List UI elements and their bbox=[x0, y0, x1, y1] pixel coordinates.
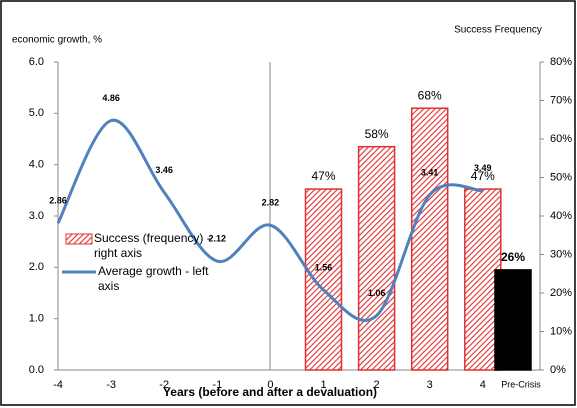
bar bbox=[304, 188, 343, 371]
bar-value-label: 68% bbox=[418, 88, 442, 102]
y2-axis-label: Success Frequency bbox=[454, 25, 542, 36]
bar-value-label: 47% bbox=[471, 169, 495, 183]
bar-value-label: 26% bbox=[501, 250, 525, 264]
x-tick-label: -4 bbox=[53, 379, 63, 391]
y-tick-label: 3.0 bbox=[29, 210, 44, 222]
x-tick-label: 2 bbox=[374, 379, 380, 391]
bar bbox=[357, 145, 396, 371]
y-tick-label: 2.0 bbox=[29, 261, 44, 273]
y-tick-label: 6.0 bbox=[29, 56, 44, 68]
y2-tick-label: 80% bbox=[550, 56, 572, 68]
x-tick-label: -3 bbox=[106, 379, 116, 391]
x-tick-label: 4 bbox=[480, 379, 486, 391]
x-tick-label: -1 bbox=[212, 379, 222, 391]
line-value-label: 3.49 bbox=[474, 163, 492, 173]
y-tick-label: 1.0 bbox=[29, 313, 44, 325]
x-axis-label: Years (before and after a devaluation) bbox=[163, 385, 377, 399]
bar bbox=[494, 269, 532, 371]
y2-tick-label: 10% bbox=[550, 325, 572, 337]
legend-label: Success (frequency) - right axis bbox=[94, 231, 211, 260]
line-value-label: 2.86 bbox=[49, 196, 67, 206]
bar bbox=[410, 107, 449, 371]
bar-value-label: 47% bbox=[311, 169, 335, 183]
line-value-label: 2.12 bbox=[209, 234, 227, 244]
bar-value-label: 58% bbox=[365, 127, 389, 141]
x-tick-label: -2 bbox=[159, 379, 169, 391]
y2-tick-label: 60% bbox=[550, 133, 572, 145]
legend bbox=[62, 233, 96, 274]
legend-label: Average growth - left axis bbox=[98, 264, 209, 293]
line-value-label: 4.86 bbox=[102, 93, 120, 103]
x-tick-label: 1 bbox=[320, 379, 326, 391]
y-tick-label: 5.0 bbox=[29, 107, 44, 119]
x-tick-label: Pre-Crisis bbox=[501, 379, 541, 389]
y2-tick-label: 70% bbox=[550, 94, 572, 106]
y2-tick-label: 50% bbox=[550, 171, 572, 183]
x-tick-label: 0 bbox=[267, 379, 273, 391]
line-value-label: 1.56 bbox=[315, 262, 333, 272]
y-tick-label: 4.0 bbox=[29, 159, 44, 171]
legend-swatch bbox=[65, 233, 93, 245]
line bbox=[56, 119, 483, 322]
x-tick-label: 3 bbox=[427, 379, 433, 391]
line-value-label: 2.82 bbox=[262, 198, 280, 208]
y2-tick-label: 40% bbox=[550, 210, 572, 222]
y2-tick-label: 0% bbox=[550, 364, 566, 376]
line-value-label: 3.41 bbox=[421, 167, 439, 177]
line-value-label: 1.06 bbox=[368, 288, 386, 298]
y2-tick-label: 20% bbox=[550, 287, 572, 299]
y2-tick-label: 30% bbox=[550, 248, 572, 260]
y-axis-label: economic growth, % bbox=[12, 35, 102, 46]
line-value-label: 3.46 bbox=[155, 165, 173, 175]
y-tick-label: 0.0 bbox=[29, 364, 44, 376]
